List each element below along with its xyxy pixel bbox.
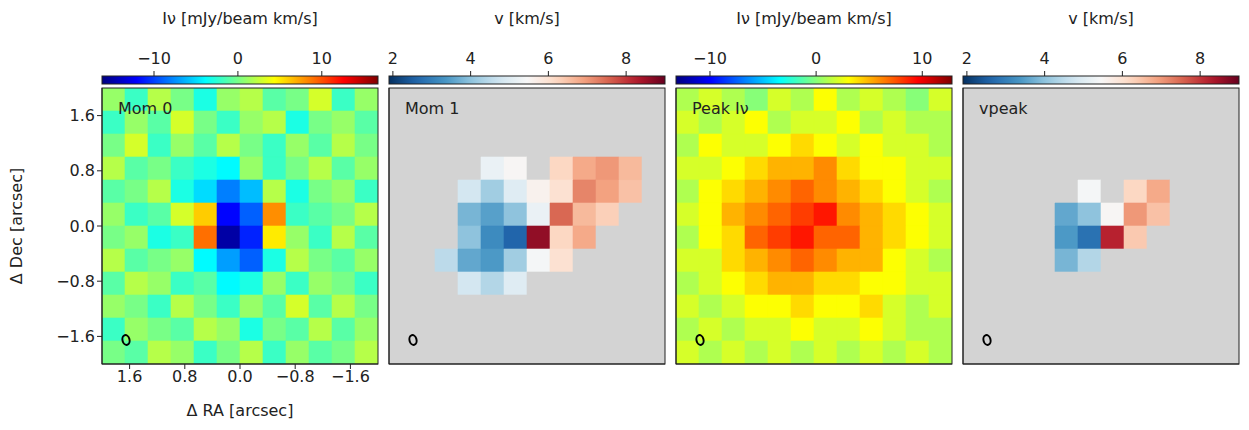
svg-text:−10: −10 (693, 49, 727, 68)
svg-text:10: 10 (912, 49, 932, 68)
svg-text:1.6: 1.6 (70, 106, 95, 125)
svg-text:v [km/s]: v [km/s] (494, 9, 560, 28)
svg-text:10: 10 (312, 49, 332, 68)
svg-text:−10: −10 (137, 49, 171, 68)
svg-text:2: 2 (962, 49, 972, 68)
svg-text:0: 0 (233, 49, 243, 68)
svg-text:6: 6 (1117, 49, 1127, 68)
svg-text:v [km/s]: v [km/s] (1068, 9, 1134, 28)
svg-text:−0.8: −0.8 (56, 272, 95, 291)
svg-text:0.8: 0.8 (70, 161, 95, 180)
svg-text:−1.6: −1.6 (331, 367, 370, 386)
svg-text:8: 8 (1195, 49, 1205, 68)
svg-text:0: 0 (811, 49, 821, 68)
svg-text:Mom 1: Mom 1 (405, 99, 459, 118)
svg-text:0.8: 0.8 (172, 367, 197, 386)
svg-text:8: 8 (621, 49, 631, 68)
svg-text:4: 4 (1040, 49, 1050, 68)
svg-text:−0.8: −0.8 (276, 367, 315, 386)
svg-text:Iν [mJy/beam km/s]: Iν [mJy/beam km/s] (736, 9, 891, 28)
svg-text:Δ Dec [arcsec]: Δ Dec [arcsec] (7, 168, 26, 284)
svg-text:4: 4 (466, 49, 476, 68)
svg-text:1.6: 1.6 (117, 367, 142, 386)
svg-text:Peak Iν: Peak Iν (692, 99, 749, 118)
svg-text:2: 2 (388, 49, 398, 68)
svg-text:Δ RA [arcsec]: Δ RA [arcsec] (187, 401, 294, 420)
svg-text:Iν [mJy/beam km/s]: Iν [mJy/beam km/s] (162, 9, 317, 28)
svg-text:0.0: 0.0 (70, 217, 95, 236)
svg-text:Mom 0: Mom 0 (118, 99, 172, 118)
svg-text:6: 6 (543, 49, 553, 68)
svg-text:−1.6: −1.6 (56, 327, 95, 346)
svg-text:0.0: 0.0 (227, 367, 252, 386)
svg-text:vpeak: vpeak (979, 99, 1028, 118)
